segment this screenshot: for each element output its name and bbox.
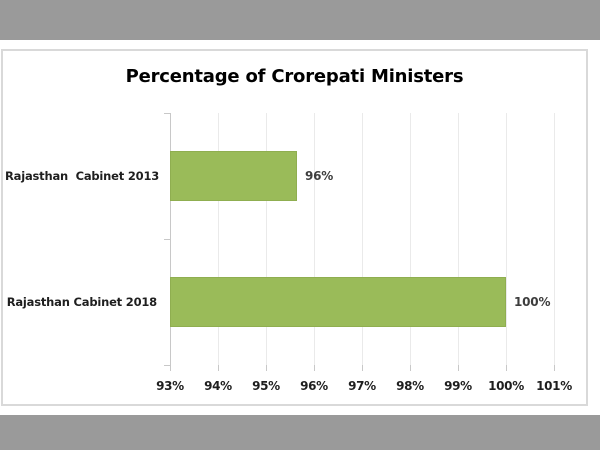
x-tick-label: 98%: [396, 379, 424, 393]
x-tick-label: 99%: [444, 379, 472, 393]
plot-area: 96% 100%: [164, 113, 555, 371]
chart-frame: Percentage of Crorepati Ministers 96% 100…: [1, 49, 588, 406]
x-tick-label: 96%: [300, 379, 328, 393]
x-axis-tick: [458, 365, 459, 371]
x-tick-label: 93%: [156, 379, 184, 393]
x-axis-tick: [218, 365, 219, 371]
x-tick-label: 94%: [204, 379, 232, 393]
gridline: [314, 113, 315, 365]
value-label: 100%: [514, 295, 551, 309]
gridline: [362, 113, 363, 365]
category-label: Rajasthan Cabinet 2013: [5, 169, 160, 183]
category-axis-tick: [164, 239, 170, 240]
x-tick-label: 95%: [252, 379, 280, 393]
x-axis-tick: [554, 365, 555, 371]
gridline: [554, 113, 555, 365]
x-tick-label: 97%: [348, 379, 376, 393]
top-gray-band: [0, 0, 600, 40]
bar-1: [170, 151, 297, 201]
x-tick-label: 101%: [536, 379, 572, 393]
x-axis-tick: [266, 365, 267, 371]
bar-2: [170, 277, 506, 327]
category-axis-tick: [164, 113, 170, 114]
x-axis-tick: [362, 365, 363, 371]
gridline: [410, 113, 411, 365]
gridline: [458, 113, 459, 365]
gridline: [506, 113, 507, 365]
category-axis-line: [170, 113, 171, 365]
gridline: [266, 113, 267, 365]
x-axis-tick: [170, 365, 171, 371]
x-axis-tick: [314, 365, 315, 371]
category-label: Rajasthan Cabinet 2018: [6, 295, 157, 309]
chart-title: Percentage of Crorepati Ministers: [125, 66, 464, 87]
value-label: 96%: [305, 169, 334, 183]
x-axis-tick: [410, 365, 411, 371]
x-axis-tick: [506, 365, 507, 371]
gridline: [218, 113, 219, 365]
category-axis-tick: [164, 365, 170, 366]
bottom-gray-band: [0, 415, 600, 450]
x-tick-label: 100%: [488, 379, 524, 393]
